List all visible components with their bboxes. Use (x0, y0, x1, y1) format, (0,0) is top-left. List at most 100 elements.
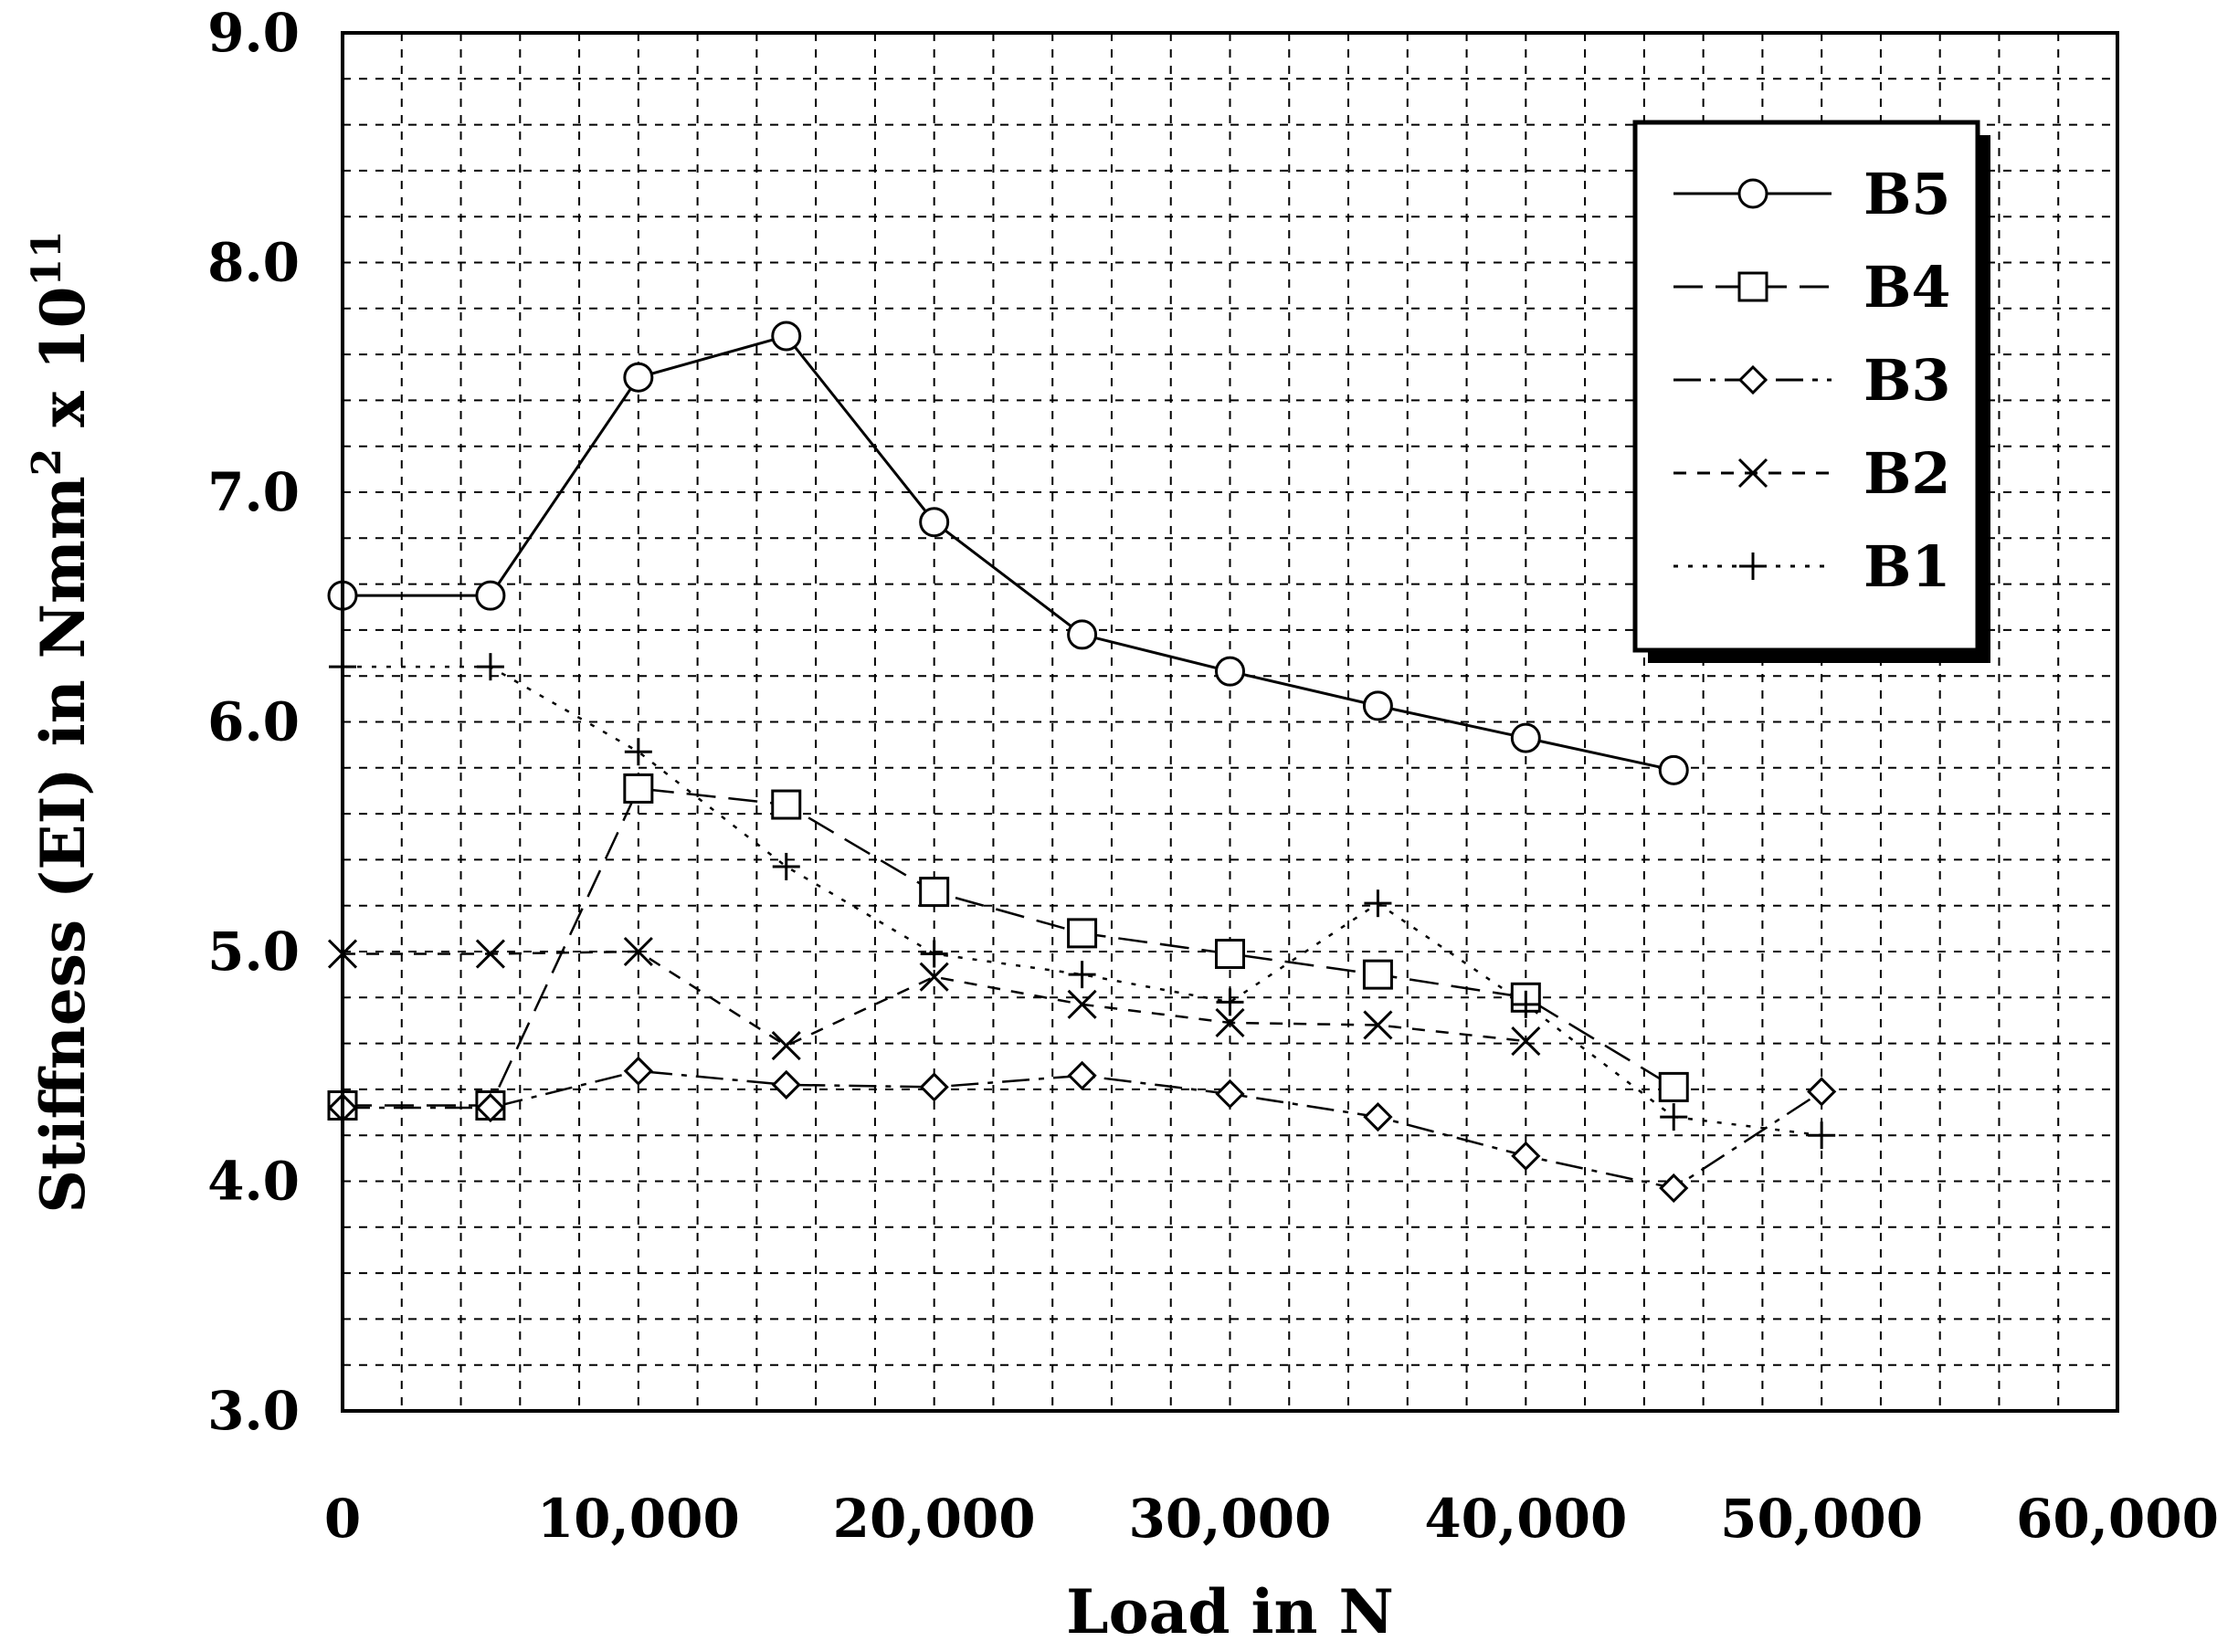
data-point-b1 (920, 940, 948, 968)
data-point-b5-shape (475, 580, 506, 611)
data-point-b4-shape (919, 877, 950, 908)
x-tick-label: 30,000 (1129, 1488, 1332, 1550)
x-tick-label: 60,000 (2016, 1488, 2217, 1550)
y-axis-title-sup1: 2 (24, 448, 70, 477)
data-point-b3 (1215, 1079, 1245, 1110)
data-point-b2-stroke (1067, 989, 1097, 1019)
data-point-b2-stroke (1511, 1026, 1541, 1057)
data-point-b5 (1067, 619, 1098, 650)
data-point-b4-shape (1215, 939, 1245, 970)
data-point-b5 (475, 580, 506, 611)
data-point-b3-shape (1067, 1060, 1097, 1090)
data-point-b3-shape (919, 1072, 949, 1102)
data-point-b4-shape (771, 789, 802, 820)
legend-label-b1: B1 (1863, 533, 1951, 600)
data-point-b1 (1660, 1103, 1688, 1131)
data-point-b3 (623, 1056, 653, 1086)
data-point-b1 (1364, 889, 1392, 918)
legend-marker-b4 (1737, 271, 1768, 302)
data-point-b3 (1659, 1173, 1689, 1204)
legend: B5 B4 B3 B2 B1 (1632, 120, 1990, 663)
data-point-b4 (1215, 939, 1245, 970)
data-point-b2 (1511, 1026, 1541, 1057)
data-point-b3-shape (475, 1092, 506, 1123)
data-point-b5 (1215, 656, 1245, 687)
data-point-b3-shape (771, 1069, 801, 1100)
data-point-b4-shape (623, 773, 654, 804)
data-point-b5 (771, 321, 802, 352)
series-line-b5 (343, 334, 1674, 772)
data-point-b3 (1511, 1141, 1541, 1171)
x-tick-label: 10,000 (537, 1488, 740, 1550)
data-point-b3-shape (1511, 1141, 1541, 1171)
x-tick-label: 0 (324, 1488, 361, 1550)
legend-marker-b2 (1737, 458, 1768, 489)
data-point-b5-shape (623, 362, 654, 393)
data-point-b5 (623, 362, 654, 393)
data-point-b3-shape (623, 1056, 653, 1086)
data-point-b1 (1068, 961, 1096, 989)
data-point-b1 (476, 653, 504, 681)
data-point-b2-stroke (475, 939, 505, 969)
x-tick-label: 20,000 (833, 1488, 1036, 1550)
data-point-b3 (919, 1072, 949, 1102)
legend-marker-b3 (1737, 364, 1768, 395)
data-point-b5 (1362, 690, 1393, 721)
data-point-b3 (771, 1069, 801, 1100)
data-point-b2-stroke (1215, 1007, 1245, 1038)
data-point-b3 (475, 1092, 506, 1123)
data-point-b3 (1067, 1060, 1097, 1090)
data-point-b2 (919, 962, 949, 992)
data-point-b3-shape (1363, 1101, 1393, 1132)
data-point-b2 (623, 936, 653, 967)
y-tick-label: 8.0 (207, 232, 300, 294)
y-axis-title: Stiffness (EI) in Nmm2 x 1011 (24, 230, 99, 1213)
y-tick-label: 3.0 (207, 1380, 300, 1442)
series-lines (343, 334, 1822, 1190)
legend-marker-b5-shape (1737, 178, 1768, 209)
legend-label-b2: B2 (1863, 440, 1951, 507)
data-point-b4-shape (1362, 959, 1393, 990)
data-point-b5-shape (919, 507, 950, 538)
data-point-b2 (771, 1031, 801, 1061)
data-point-b3-shape (1807, 1077, 1837, 1107)
data-point-b1 (1808, 1121, 1836, 1150)
series-markers (327, 321, 1837, 1204)
y-tick-label: 7.0 (207, 461, 300, 523)
data-point-b5 (1658, 754, 1689, 785)
data-point-b2-stroke (623, 936, 653, 967)
data-point-b5 (1510, 722, 1541, 753)
x-axis-title: Load in N (1066, 1576, 1394, 1647)
data-point-b4 (919, 877, 950, 908)
data-point-b5-shape (771, 321, 802, 352)
series-line-b2 (343, 950, 1526, 1047)
data-point-b4 (771, 789, 802, 820)
data-point-b5 (919, 507, 950, 538)
data-point-b4 (1658, 1071, 1689, 1102)
data-point-b5-shape (1215, 656, 1245, 687)
legend-box (1632, 120, 1980, 653)
data-point-b4 (1067, 918, 1098, 949)
data-point-b1 (1216, 988, 1244, 1016)
legend-marker-b3-shape (1737, 364, 1768, 395)
data-point-b2-stroke (771, 1031, 801, 1061)
data-point-b1 (624, 738, 652, 766)
data-point-b1 (1512, 990, 1540, 1018)
legend-label-b4: B4 (1863, 254, 1951, 321)
y-axis-title-main: Stiffness (EI) in Nmm (27, 476, 99, 1213)
data-point-b1 (772, 852, 800, 880)
legend-marker-b1 (1739, 552, 1767, 580)
y-tick-label: 5.0 (207, 921, 300, 983)
data-point-b5-shape (1067, 619, 1098, 650)
data-point-b4-shape (1067, 918, 1098, 949)
data-point-b2 (1067, 989, 1097, 1019)
data-point-b3-shape (1659, 1173, 1689, 1204)
data-point-b4 (1362, 959, 1393, 990)
x-tick-label: 50,000 (1720, 1488, 1923, 1550)
data-point-b5-shape (1362, 690, 1393, 721)
y-tick-label: 6.0 (207, 691, 300, 753)
series-line-b3 (343, 1069, 1822, 1190)
x-tick-label: 40,000 (1424, 1488, 1627, 1550)
